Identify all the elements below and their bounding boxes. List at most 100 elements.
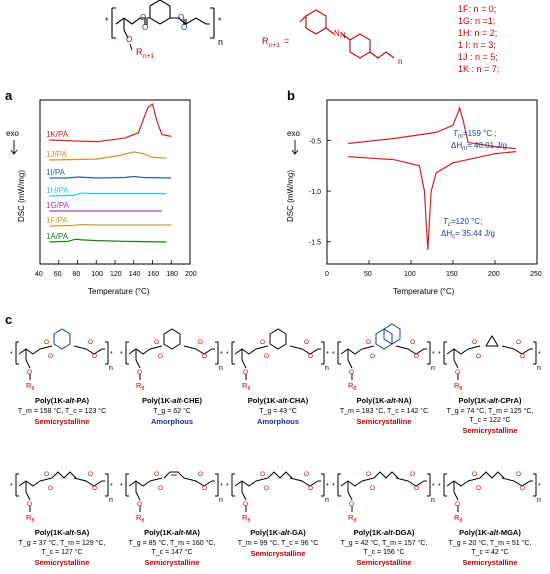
panel-b-ytick-label: -1.0 xyxy=(309,189,321,196)
panel-a-label: a xyxy=(5,88,13,103)
svg-text:O: O xyxy=(520,485,525,492)
svg-text:O: O xyxy=(178,13,184,22)
svg-text:*: * xyxy=(226,351,229,358)
svg-text:N: N xyxy=(334,29,340,38)
svg-text:O: O xyxy=(158,353,163,360)
polymer-props-9: T_c = 42 °C xyxy=(471,549,509,556)
svg-text:O: O xyxy=(92,353,97,360)
substituent-rn-symbol: R xyxy=(262,36,269,46)
polymer-r8-label: R8 xyxy=(136,513,144,524)
panel-b-label: b xyxy=(287,88,295,103)
polymer-props-6: T_c = 147 °C xyxy=(151,549,193,556)
polymer-status-7: Semicrystalline xyxy=(250,549,306,558)
svg-text:O: O xyxy=(27,501,32,508)
panel-b-xtick-label: 200 xyxy=(488,271,500,278)
svg-text:*: * xyxy=(438,483,441,490)
panel-a-xlabel: Temperature (°C) xyxy=(88,287,150,296)
polymer-name-8: Poly(1K-alt-DGA) xyxy=(353,528,415,537)
azobenzene-structure xyxy=(299,9,395,59)
svg-text:n: n xyxy=(537,497,541,504)
panel-a-xtick-label: 140 xyxy=(129,271,141,278)
panel-a-xtick-label: 60 xyxy=(54,271,62,278)
top-rn-sub: n+1 xyxy=(143,53,154,60)
polymer-r8-label: R8 xyxy=(26,513,34,524)
svg-text:O: O xyxy=(198,339,203,346)
svg-text:O: O xyxy=(366,339,371,346)
annot-hm: ΔHm= 40.01 J/g xyxy=(451,141,507,152)
panel-b-chart: 0 50 100 150 200 250 -0.5 -1.0 -1.5 exo DSC (mW/… xyxy=(286,99,542,296)
polymer-props-3: T_m = 183 °C, T_c = 142 °C xyxy=(339,408,429,415)
panel-a-ylabel: DSC (mW/mg) xyxy=(17,170,26,222)
svg-text:O: O xyxy=(349,501,354,508)
panel-a-series-1i-pa xyxy=(49,175,172,179)
polymer-status-5: Semicrystalline xyxy=(34,558,90,567)
svg-text:*: * xyxy=(432,351,435,358)
panel-b-series-cooling xyxy=(347,151,517,250)
svg-text:*: * xyxy=(432,483,435,490)
substituent-rn-sub: n+1 xyxy=(269,42,280,49)
polymer-status-2: Amorphous xyxy=(256,417,300,426)
polymer-status-0: Semicrystalline xyxy=(34,417,90,426)
legend-1j: 1J : n = 5; xyxy=(458,52,498,62)
polymer-status-3: Semicrystalline xyxy=(356,417,412,426)
svg-text:O: O xyxy=(137,369,142,376)
svg-text:n: n xyxy=(325,365,329,372)
svg-text:*: * xyxy=(326,351,329,358)
polymer-props-4: T_g = 74 °C, T_m = 125 °C, xyxy=(446,408,534,415)
panel-a-xtick-label: 40 xyxy=(35,271,43,278)
panel-a-xtick-label: 80 xyxy=(73,271,81,278)
polymer-name-3: Poly(1K-alt-NA) xyxy=(356,396,412,405)
svg-text:O: O xyxy=(88,471,93,478)
top-n-sub: n xyxy=(218,37,223,47)
svg-text:O: O xyxy=(264,485,269,492)
polymer-props-6: T_g = 85 °C, T_m = 160 °C, xyxy=(128,540,216,547)
polymer-name-6: Poly(1K-alt-MA) xyxy=(144,528,200,537)
polymer-props-5: T_g = 37 °C, T_m = 129 °C, xyxy=(18,540,106,547)
polymer-r8-label: R8 xyxy=(136,381,144,392)
polymer-status-9: Semicrystalline xyxy=(462,558,518,567)
svg-text:O: O xyxy=(370,485,375,492)
svg-text:n: n xyxy=(219,497,223,504)
svg-text:O: O xyxy=(142,23,148,32)
panel-b-xtick-label: 150 xyxy=(446,271,458,278)
polymer-name-7: Poly(1K-alt-GA) xyxy=(250,528,306,537)
svg-text:O: O xyxy=(472,471,477,478)
svg-text:O: O xyxy=(308,485,313,492)
svg-text:n: n xyxy=(537,365,541,372)
polymer-props-4: T_c = 122 °C xyxy=(469,417,511,424)
annot-tm: Tm=159 °C ; xyxy=(453,129,497,140)
panel-b-xtick-label: 250 xyxy=(530,271,542,278)
svg-text:O: O xyxy=(48,485,53,492)
svg-text:O: O xyxy=(260,471,265,478)
panel-a-series-1k-pa xyxy=(49,102,172,143)
svg-text:O: O xyxy=(140,13,146,22)
svg-text:O: O xyxy=(516,339,521,346)
svg-text:O: O xyxy=(44,339,49,346)
panel-b-xtick-label: 50 xyxy=(364,271,372,278)
panel-a-legend-1a-pa: 1A/PA xyxy=(46,232,69,241)
polymer-props-0: T_m = 158 °C, T_c = 123 °C xyxy=(17,408,107,415)
polymer-r8-label: R8 xyxy=(26,381,34,392)
panel-a-series-1h-pa xyxy=(49,192,167,197)
panel-a-legend-1g-pa: 1G/PA xyxy=(46,201,70,210)
svg-text:*: * xyxy=(110,351,113,358)
svg-text:O: O xyxy=(304,471,309,478)
svg-text:O: O xyxy=(472,339,477,346)
svg-text:O: O xyxy=(455,369,460,376)
polymer-props-2: T_g = 43 °C xyxy=(259,408,297,415)
svg-text:N: N xyxy=(340,31,346,40)
svg-text:O: O xyxy=(198,471,203,478)
svg-text:O: O xyxy=(304,339,309,346)
annot-tc: Tc=120 °C; xyxy=(443,217,482,228)
svg-text:*: * xyxy=(438,351,441,358)
panel-a-legend-1j-pa: 1J/PA xyxy=(46,150,67,159)
svg-text:O: O xyxy=(27,369,32,376)
